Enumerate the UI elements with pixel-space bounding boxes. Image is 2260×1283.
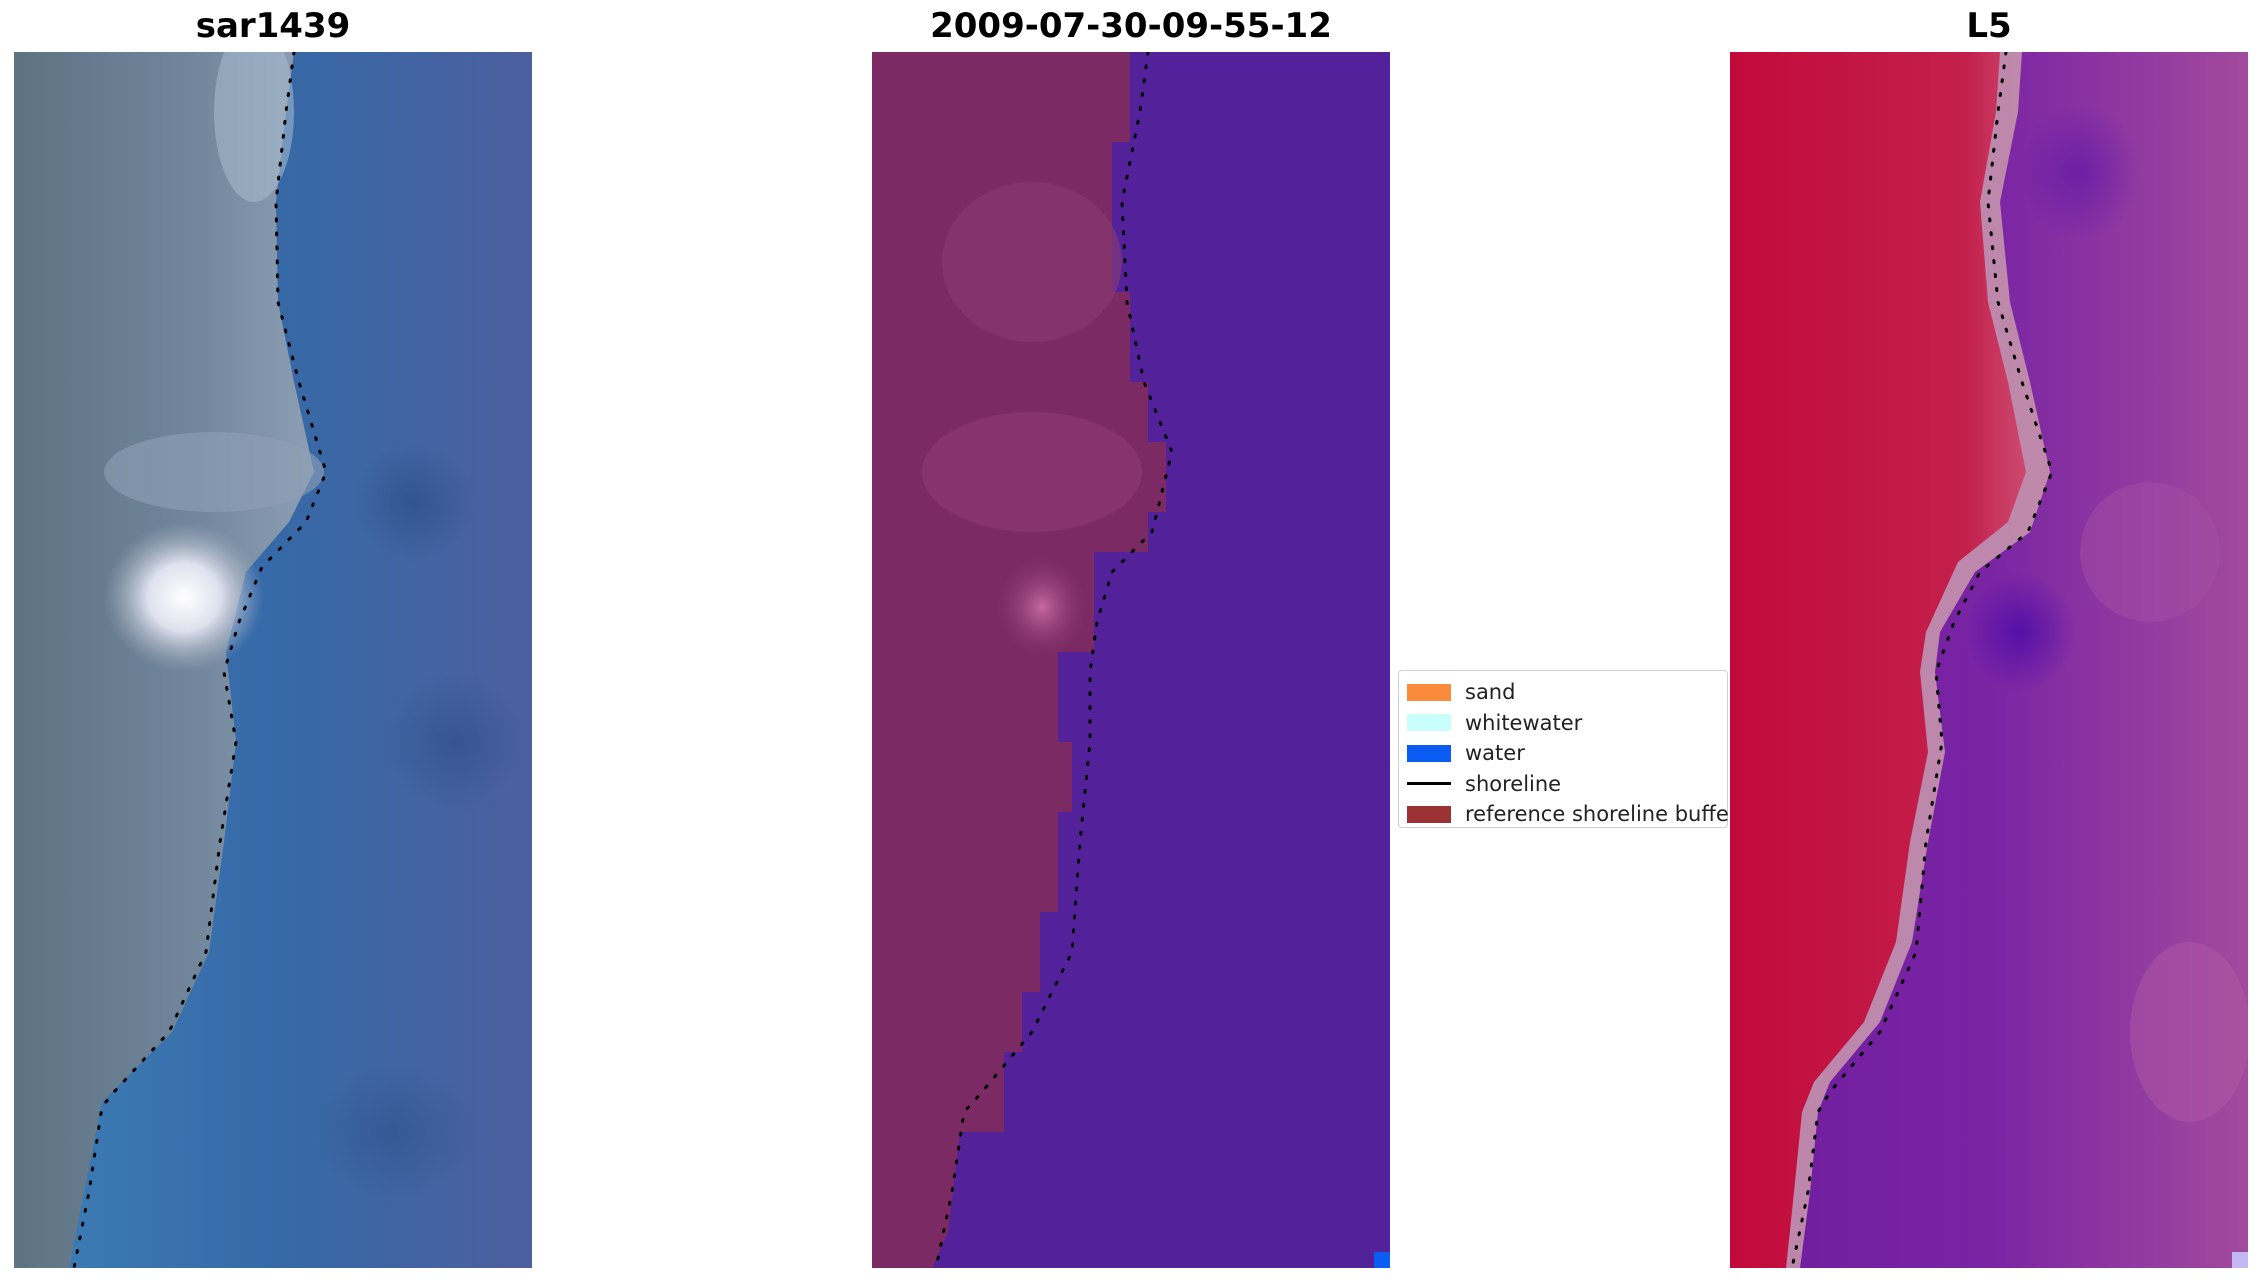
legend-item-sand: sand [1407, 677, 1727, 708]
classified-image [872, 52, 1390, 1268]
shoreline-dots [72, 52, 328, 1268]
classified-image-panel [872, 52, 1390, 1268]
legend-swatch-whitewater [1407, 714, 1451, 732]
legend-swatch-sand [1407, 683, 1451, 701]
rgb-image [14, 52, 532, 1268]
legend-label: whitewater [1465, 710, 1583, 735]
legend-item-whitewater: whitewater [1407, 708, 1727, 739]
legend-label: reference shoreline buffer [1465, 802, 1738, 827]
legend-item-water: water [1407, 738, 1727, 769]
panel-title-rgb: sar1439 [195, 6, 351, 46]
legend-line-shoreline [1407, 782, 1451, 786]
panel-title-classified: 2009-07-30-09-55-12 [930, 6, 1332, 46]
legend-label: sand [1465, 680, 1516, 705]
legend-item-reference-buffer: reference shoreline buffer [1407, 799, 1737, 830]
legend-item-shoreline: shoreline [1407, 769, 1727, 800]
legend-swatch-water [1407, 744, 1451, 762]
legend-swatch-reference-buffer [1407, 805, 1451, 823]
rgb-image-panel [14, 52, 532, 1268]
false-color-image [1730, 52, 2248, 1268]
false-color-image-panel [1730, 52, 2248, 1268]
legend-label: shoreline [1465, 771, 1562, 796]
panel-title-false-color: L5 [1966, 6, 2012, 46]
legend-label: water [1465, 741, 1525, 766]
legend: sand whitewater water shoreline referenc… [1398, 670, 1737, 830]
